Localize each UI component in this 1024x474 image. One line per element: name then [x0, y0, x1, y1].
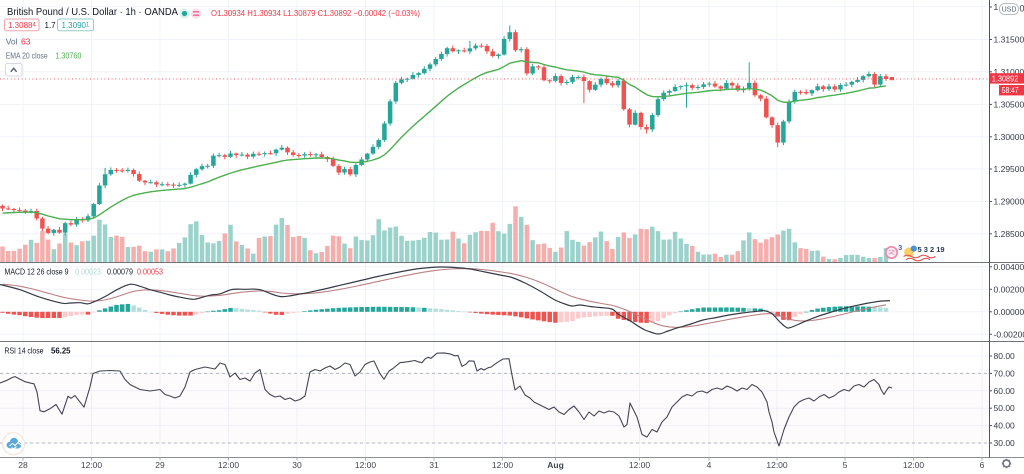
- svg-text:0.00023: 0.00023: [75, 267, 101, 277]
- svg-text:30.00: 30.00: [994, 438, 1016, 448]
- svg-text:1.31500: 1.31500: [994, 35, 1024, 45]
- svg-text:1.29500: 1.29500: [994, 164, 1024, 174]
- svg-text:1.30884: 1.30884: [8, 21, 36, 30]
- svg-text:Aug: Aug: [547, 460, 564, 470]
- svg-text:-0.00200: -0.00200: [994, 329, 1024, 339]
- svg-text:63: 63: [21, 36, 31, 46]
- svg-text:6: 6: [980, 460, 985, 470]
- svg-text:12:00: 12:00: [629, 460, 651, 470]
- svg-text:1.31000: 1.31000: [994, 67, 1024, 77]
- svg-text:0.00000: 0.00000: [994, 307, 1024, 317]
- svg-text:40.00: 40.00: [994, 421, 1016, 431]
- svg-text:1.30892: 1.30892: [992, 73, 1019, 83]
- svg-text:1.30760: 1.30760: [55, 51, 81, 61]
- svg-text:50.00: 50.00: [994, 403, 1016, 413]
- svg-text:MACD 12 26 close 9: MACD 12 26 close 9: [5, 267, 69, 277]
- svg-text:29: 29: [155, 460, 165, 470]
- svg-text:30: 30: [292, 460, 302, 470]
- svg-text:4: 4: [707, 460, 712, 470]
- svg-text:1.: 1.: [994, 2, 1001, 12]
- svg-text:USD: USD: [1002, 6, 1017, 13]
- svg-text:58:47: 58:47: [1002, 85, 1019, 95]
- svg-text:RSI 14 close: RSI 14 close: [5, 346, 44, 356]
- svg-text:1.30901: 1.30901: [62, 21, 90, 30]
- svg-text:3: 3: [898, 245, 902, 252]
- svg-text:0: 0: [1020, 4, 1024, 14]
- svg-text:Vol: Vol: [6, 36, 18, 46]
- svg-text:O1.30934 H1.30934 L1.30879: O1.30934 H1.30934 L1.30879 C1.30892 −0.0…: [211, 8, 420, 18]
- svg-text:1.28500: 1.28500: [994, 229, 1024, 239]
- svg-text:12:00: 12:00: [218, 460, 240, 470]
- svg-text:0.00200: 0.00200: [994, 284, 1024, 294]
- svg-text:60.00: 60.00: [994, 386, 1016, 396]
- svg-text:0.00400: 0.00400: [994, 262, 1024, 272]
- svg-text:5 3 2 19: 5 3 2 19: [918, 245, 945, 254]
- svg-text:12:00: 12:00: [903, 460, 925, 470]
- svg-text:12:00: 12:00: [766, 460, 788, 470]
- svg-text:80.00: 80.00: [994, 351, 1016, 361]
- svg-text:12:00: 12:00: [492, 460, 514, 470]
- svg-text:0.00053: 0.00053: [137, 267, 163, 277]
- svg-text:70.00: 70.00: [994, 368, 1016, 378]
- svg-text:1.30000: 1.30000: [994, 132, 1024, 142]
- svg-text:1.30500: 1.30500: [994, 99, 1024, 109]
- svg-text:12:00: 12:00: [81, 460, 103, 470]
- svg-text:56.25: 56.25: [51, 346, 71, 356]
- svg-text:31: 31: [429, 460, 439, 470]
- svg-text:EMA 20 close: EMA 20 close: [6, 51, 48, 61]
- svg-text:5: 5: [843, 460, 848, 470]
- svg-text:28: 28: [18, 460, 28, 470]
- svg-text:1.7: 1.7: [45, 21, 57, 30]
- svg-text:British Pound / U.S. Dollar ·: British Pound / U.S. Dollar · 1h · OANDA: [7, 6, 178, 18]
- svg-text:0.00079: 0.00079: [107, 267, 133, 277]
- svg-text:1.29000: 1.29000: [994, 197, 1024, 207]
- svg-text:12:00: 12:00: [355, 460, 377, 470]
